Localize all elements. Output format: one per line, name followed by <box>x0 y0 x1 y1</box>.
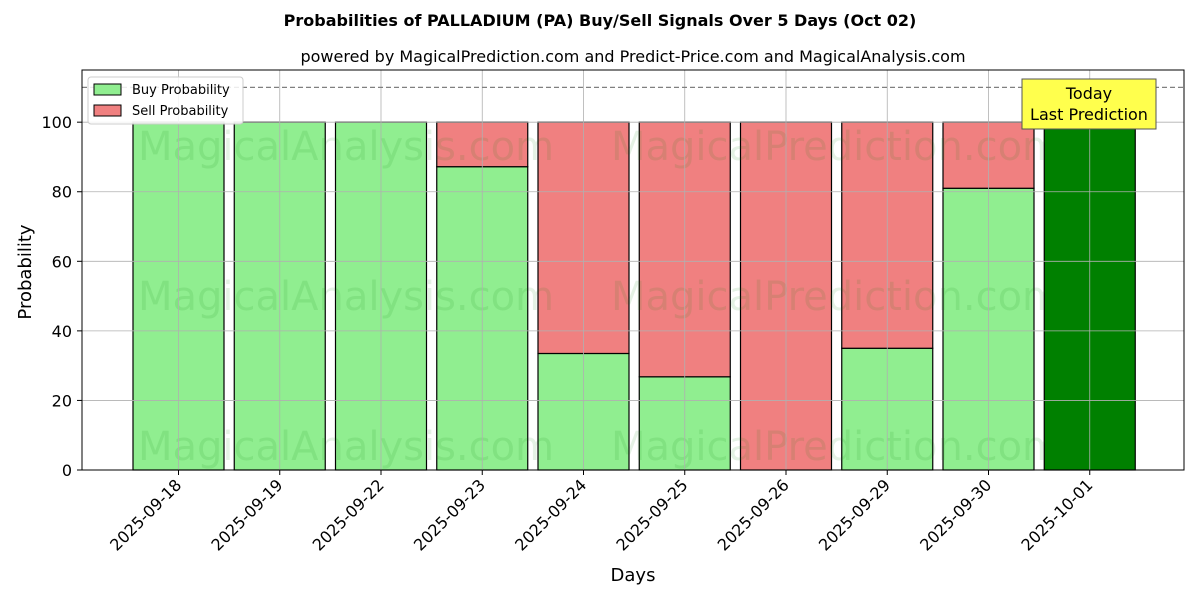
x-tick-label: 2025-09-30 <box>916 475 995 554</box>
y-tick-label: 100 <box>41 113 72 132</box>
y-tick-label: 80 <box>52 183 72 202</box>
watermark-text: MagicalPrediction.com <box>611 424 1061 470</box>
annotation-text-line2: Last Prediction <box>1030 105 1148 124</box>
x-tick-label: 2025-09-24 <box>511 475 590 554</box>
x-tick-label: 2025-09-29 <box>815 475 894 554</box>
annotation-box <box>1021 78 1157 130</box>
legend-swatch <box>93 83 122 96</box>
y-tick-label: 0 <box>62 461 72 480</box>
x-tick-label: 2025-09-19 <box>207 475 286 554</box>
x-tick-label: 2025-09-23 <box>410 475 489 554</box>
y-tick-label: 60 <box>52 252 72 271</box>
x-tick-label: 2025-10-01 <box>1017 475 1096 554</box>
y-tick-label: 20 <box>52 391 72 410</box>
watermark-text: MagicalAnalysis.com <box>138 124 554 170</box>
plot-area: MagicalAnalysis.com MagicalPrediction.com… <box>41 69 1185 555</box>
annotation-text-line1: Today <box>1065 84 1112 103</box>
chart-subtitle: powered by MagicalPrediction.com and Pre… <box>300 47 965 66</box>
x-tick-label: 2025-09-18 <box>106 475 185 554</box>
watermark-text: MagicalPrediction.com <box>611 274 1061 320</box>
y-axis-label: Probability <box>15 224 36 319</box>
legend-label: Sell Probability <box>132 104 229 119</box>
chart-title: Probabilities of PALLADIUM (PA) Buy/Sell… <box>284 11 917 30</box>
plot-frame <box>81 69 1185 471</box>
legend-label: Buy Probability <box>132 83 230 98</box>
legend-swatch <box>93 104 122 117</box>
watermark-text: MagicalPrediction.com <box>611 124 1061 170</box>
x-tick-label: 2025-09-22 <box>309 475 388 554</box>
watermark-text: MagicalAnalysis.com <box>138 424 554 470</box>
x-tick-label: 2025-09-26 <box>714 475 793 554</box>
x-tick-label: 2025-09-25 <box>612 475 691 554</box>
watermark-text: MagicalAnalysis.com <box>138 274 554 320</box>
y-tick-label: 40 <box>52 322 72 341</box>
x-axis-label: Days <box>611 565 656 586</box>
legend-box <box>87 76 244 125</box>
